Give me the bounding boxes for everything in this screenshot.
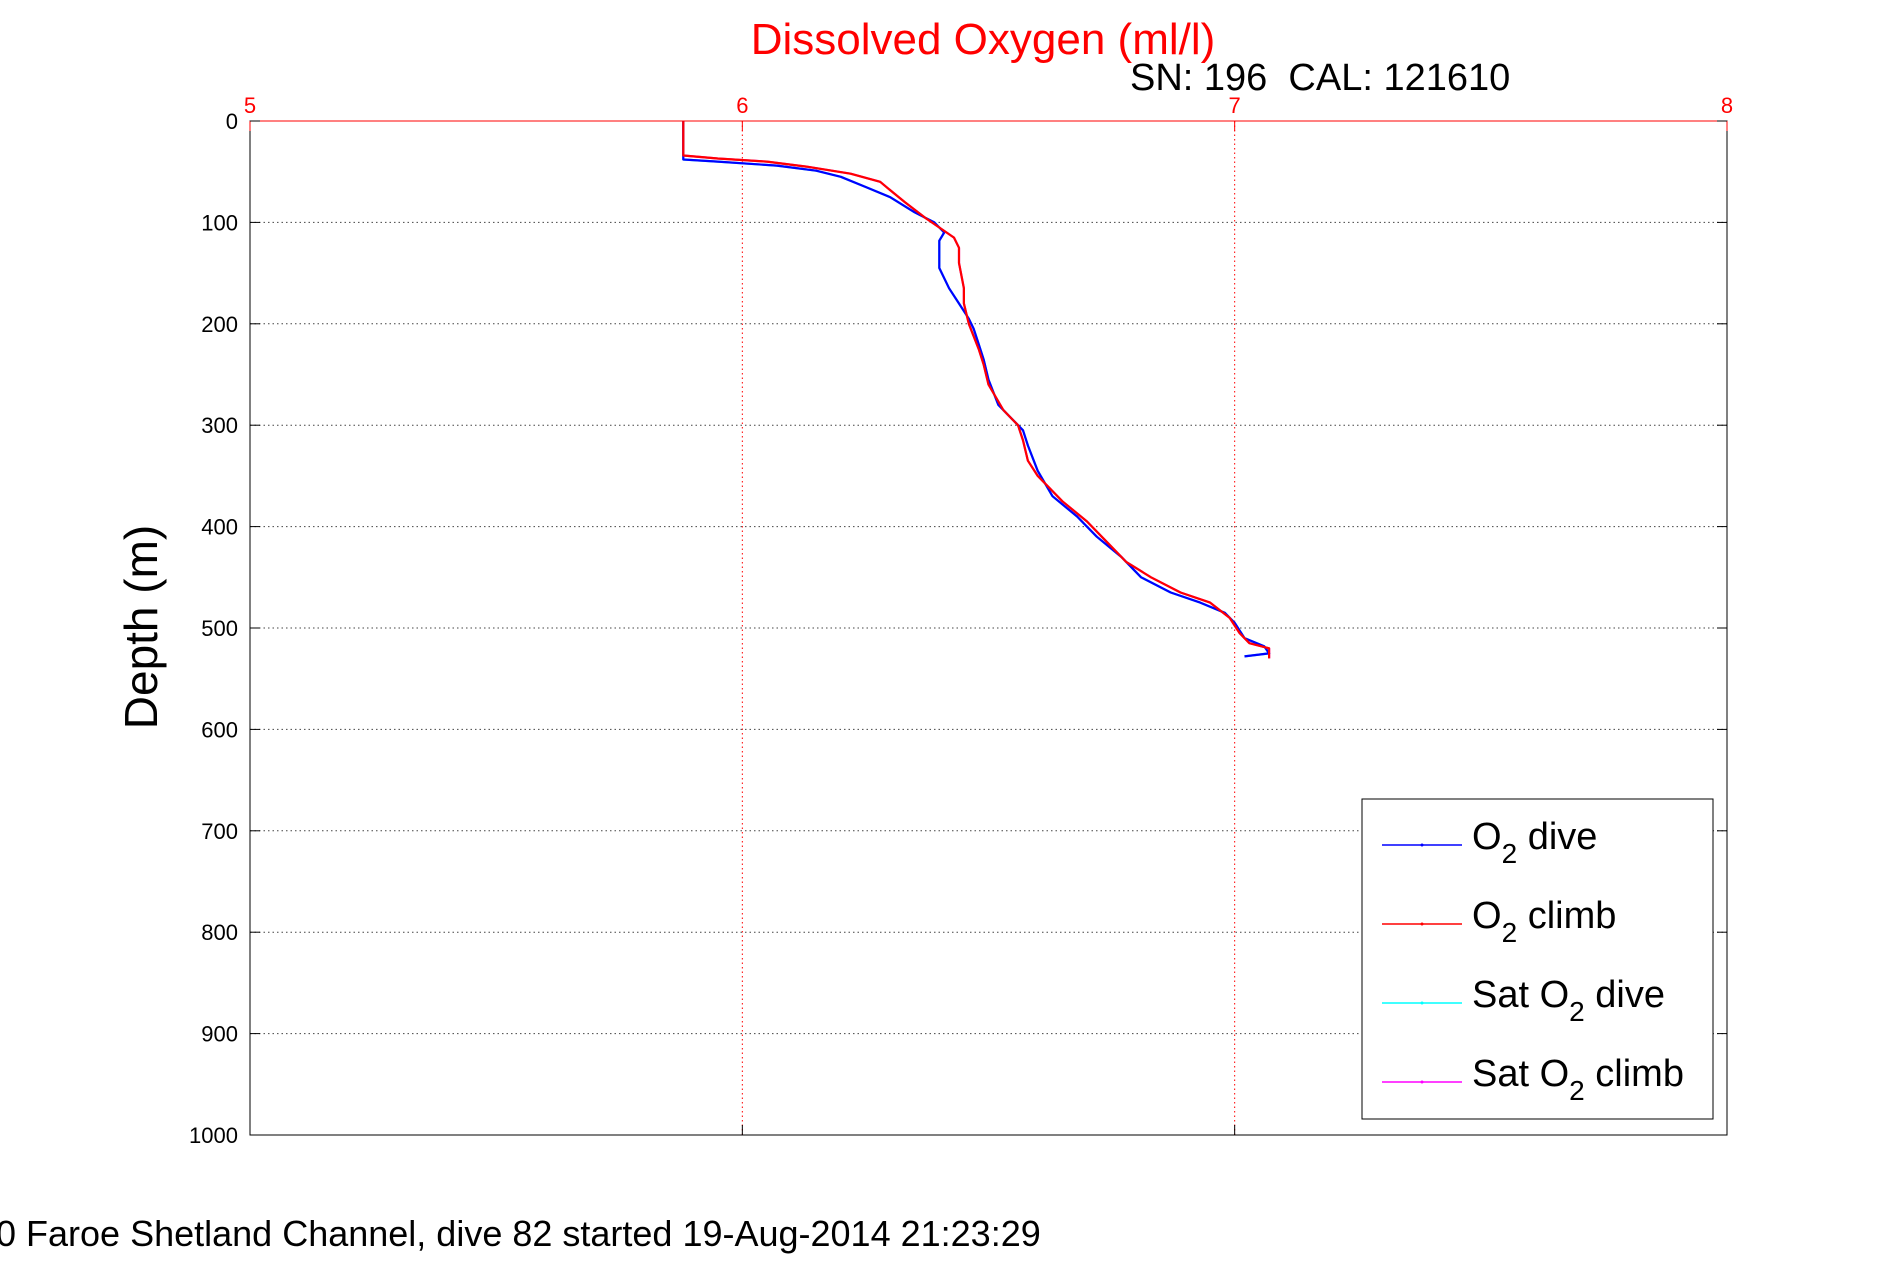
y-tick-label: 600	[201, 717, 238, 742]
legend-marker	[1420, 922, 1424, 926]
legend-label: O2 climb	[1472, 895, 1616, 948]
series-o2-dive	[682, 121, 1271, 658]
x-tick-label: 8	[1721, 93, 1733, 118]
legend-marker	[1420, 1001, 1424, 1005]
y-tick-label: 200	[201, 312, 238, 337]
y-axis-label: Depth (m)	[115, 525, 167, 729]
y-tick-label: 0	[226, 109, 238, 134]
series-o2-climb	[682, 121, 1271, 659]
y-tick-label: 400	[201, 515, 238, 540]
legend: O2 dive O2 climb Sat O2 dive Sat O2 climb	[1361, 798, 1714, 1120]
y-tick-label: 700	[201, 819, 238, 844]
y-tick-label: 300	[201, 413, 238, 438]
x-tick-label: 5	[244, 93, 256, 118]
legend-marker	[1420, 1080, 1424, 1084]
y-axis: 0 100 200 300 400 500 600 700 800 900 1000	[189, 109, 1727, 1148]
legend-label: O2 dive	[1472, 816, 1597, 869]
x-tick-label: 7	[1229, 93, 1241, 118]
legend-box	[1361, 798, 1714, 1120]
y-tick-label: 900	[201, 1022, 238, 1047]
chart-subtitle: SN: 196 CAL: 121610	[1130, 57, 1510, 99]
legend-label: Sat O2 climb	[1472, 1053, 1684, 1106]
series-layer	[682, 121, 1271, 659]
legend-label: Sat O2 dive	[1472, 974, 1665, 1027]
chart-title: Dissolved Oxygen (ml/l)	[751, 15, 1216, 64]
y-tick-label: 500	[201, 616, 238, 641]
legend-marker	[1420, 843, 1424, 847]
x-axis: 5 6 7 8	[244, 93, 1733, 1135]
y-tick-label: 100	[201, 210, 238, 235]
footer-text: 0 Faroe Shetland Channel, dive 82 starte…	[0, 1213, 1041, 1254]
y-tick-label: 1000	[189, 1123, 238, 1148]
x-tick-label: 6	[736, 93, 748, 118]
y-tick-label: 800	[201, 920, 238, 945]
